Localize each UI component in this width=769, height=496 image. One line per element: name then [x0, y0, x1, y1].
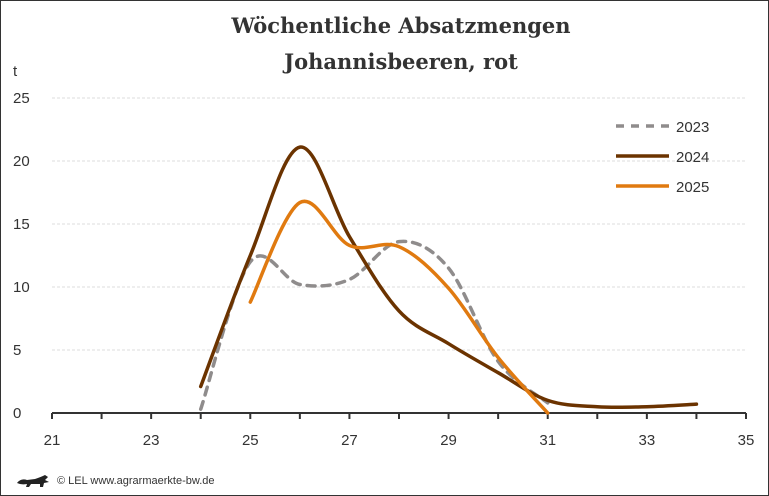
y-tick-label: 25 [13, 90, 30, 107]
legend-label-2025: 2025 [676, 179, 709, 196]
x-tick-label: 23 [143, 432, 160, 449]
legend-label-2023: 2023 [676, 119, 709, 136]
x-tick-label: 27 [341, 432, 358, 449]
y-tick-label: 5 [13, 342, 21, 359]
copyright-text: © LEL www.agrarmaerkte-bw.de [57, 475, 215, 487]
legend-label-2024: 2024 [676, 149, 709, 166]
y-tick-label: 0 [13, 405, 21, 422]
series-line-2023 [198, 239, 550, 411]
x-tick-label: 33 [639, 432, 656, 449]
y-tick-label: 10 [13, 279, 30, 296]
chart-title-line-2: Johannisbeeren, rot [282, 49, 518, 74]
footer: © LEL www.agrarmaerkte-bw.de [15, 474, 215, 488]
x-tick-label: 31 [539, 432, 556, 449]
y-tick-label: 15 [13, 216, 30, 233]
x-tick-label: 25 [242, 432, 259, 449]
series-line-2025 [248, 199, 550, 415]
lion-logo-icon [17, 475, 49, 487]
y-axis-label: t [13, 63, 18, 80]
y-tick-label: 20 [13, 153, 30, 170]
series-line-2024 [198, 145, 699, 410]
chart-title-line-1: Wöchentliche Absatzmengen [230, 13, 570, 38]
x-tick-label: 29 [440, 432, 457, 449]
x-tick-label: 21 [44, 432, 61, 449]
x-tick-label: 35 [738, 432, 755, 449]
